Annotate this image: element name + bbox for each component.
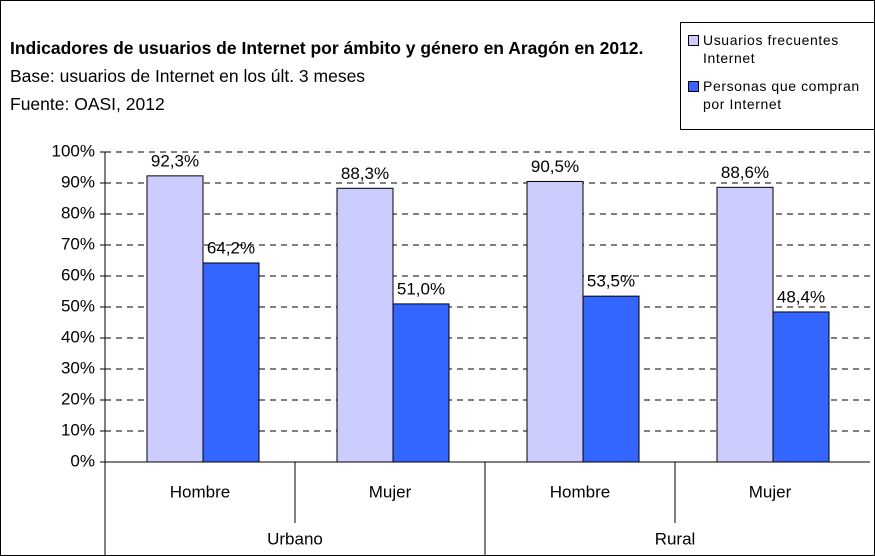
- chart-title: Indicadores de usuarios de Internet por …: [10, 38, 644, 58]
- legend-item: Personas que compran por Internet: [688, 77, 875, 113]
- y-tick-label: 50%: [61, 296, 95, 315]
- value-label: 88,3%: [341, 164, 389, 183]
- title-block: Indicadores de usuarios de Internet por …: [10, 34, 680, 118]
- y-tick-label: 100%: [52, 141, 95, 160]
- legend-item: Usuarios frecuentes Internet: [688, 31, 875, 67]
- bar: [772, 311, 830, 463]
- y-tick-label: 70%: [61, 234, 95, 253]
- x-tick-label: Mujer: [749, 482, 792, 501]
- bar: [716, 186, 774, 463]
- y-tick-label: 40%: [61, 327, 95, 346]
- legend-label: Personas que compran por Internet: [703, 78, 860, 112]
- value-label: 90,5%: [531, 157, 579, 176]
- y-tick-label: 30%: [61, 358, 95, 377]
- source: Fuente: OASI, 2012: [10, 94, 165, 114]
- y-tick-label: 60%: [61, 265, 95, 284]
- value-label: 48,4%: [777, 287, 825, 306]
- subtitle: Base: usuarios de Internet en los últ. 3…: [10, 66, 366, 86]
- bar: [582, 295, 640, 463]
- legend-swatch: [688, 35, 699, 46]
- bar: [336, 187, 394, 463]
- y-tick-label: 80%: [61, 203, 95, 222]
- value-label: 53,5%: [587, 272, 635, 291]
- bar: [146, 175, 204, 463]
- value-label: 64,2%: [207, 238, 255, 257]
- value-label: 51,0%: [397, 279, 445, 298]
- y-tick-label: 20%: [61, 389, 95, 408]
- x-tick-label: Hombre: [550, 482, 610, 501]
- group-label: Rural: [655, 529, 696, 548]
- bar: [526, 180, 584, 463]
- x-tick-label: Mujer: [369, 482, 412, 501]
- y-tick-label: 0%: [70, 451, 95, 470]
- group-label: Urbano: [267, 529, 323, 548]
- value-label: 92,3%: [151, 151, 199, 170]
- bar: [392, 303, 450, 463]
- legend: Usuarios frecuentes Internet Personas que…: [680, 22, 874, 130]
- value-label: 88,6%: [721, 163, 769, 182]
- y-tick-label: 90%: [61, 172, 95, 191]
- bar: [202, 262, 260, 463]
- x-tick-label: Hombre: [170, 482, 230, 501]
- legend-swatch: [688, 81, 699, 92]
- legend-label: Usuarios frecuentes Internet: [703, 32, 839, 66]
- y-tick-label: 10%: [61, 420, 95, 439]
